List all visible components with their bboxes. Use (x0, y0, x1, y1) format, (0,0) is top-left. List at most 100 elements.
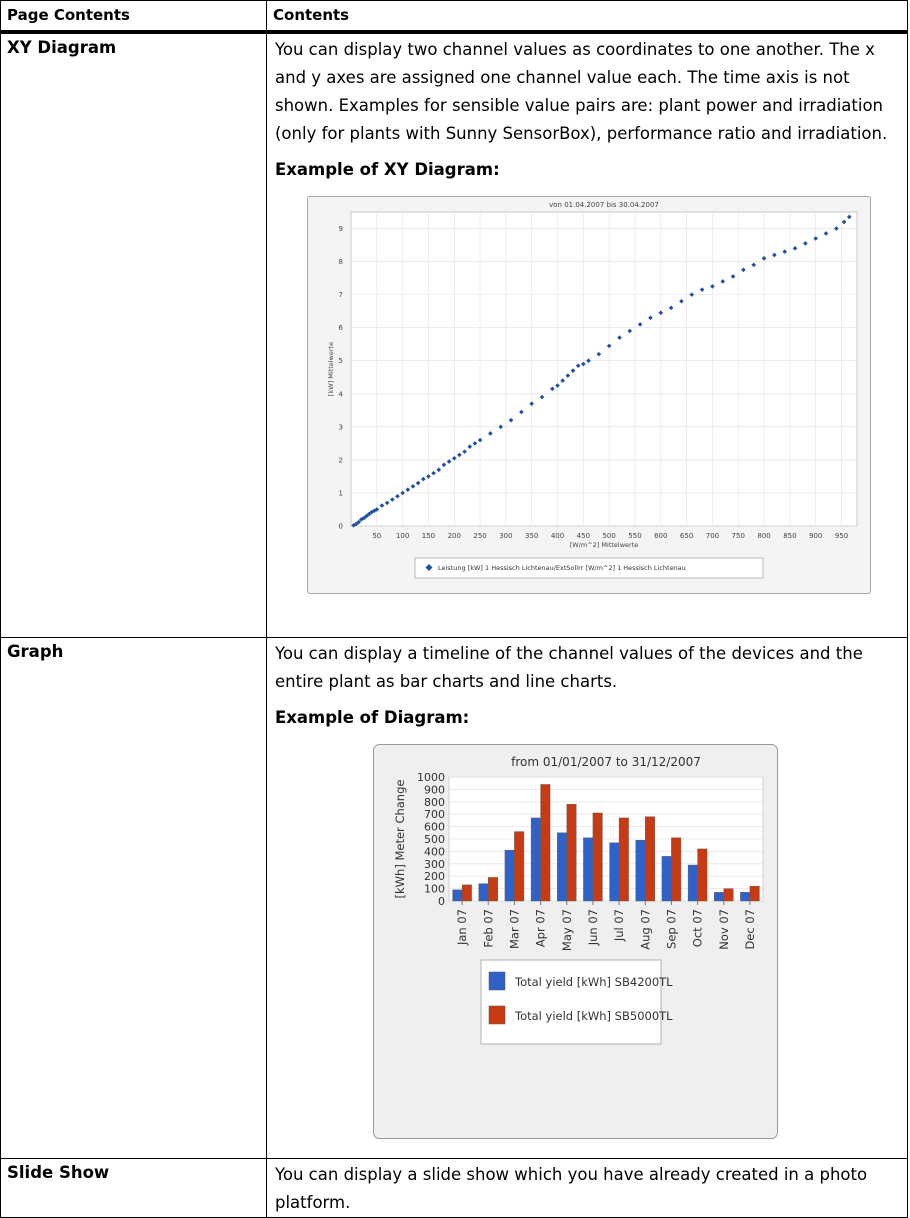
y-axis-label: [kW] Mittelwerte (327, 341, 335, 395)
data-point (586, 357, 591, 363)
bar (530, 817, 541, 902)
x-tick-label: Oct 07 (691, 909, 705, 947)
legend-box (480, 959, 662, 1045)
graph-description: You can display a timeline of the channe… (275, 644, 863, 691)
y-tick-label: 2 (339, 456, 343, 464)
x-tick-label: Apr 07 (534, 909, 548, 947)
y-tick-label: 0 (339, 522, 343, 530)
row-name-slide-show: Slide Show (0, 1158, 267, 1218)
y-tick-label: 700 (424, 808, 445, 821)
xy-diagram-example-title: Example of XY Diagram: (275, 159, 500, 179)
x-tick-label: 900 (809, 532, 822, 540)
data-point (668, 305, 674, 310)
y-tick-label: 0 (438, 895, 445, 908)
bar (635, 840, 646, 902)
data-point (488, 430, 493, 436)
data-point (560, 377, 565, 383)
data-point (436, 467, 442, 472)
y-tick-label: 3 (339, 423, 343, 431)
bar (557, 832, 567, 902)
legend-label: Total yield [kWh] SB5000TL (514, 1009, 673, 1023)
data-point (730, 273, 736, 279)
data-point (741, 267, 746, 272)
y-tick-label: 8 (339, 258, 343, 266)
data-point (519, 409, 524, 414)
y-tick-label: 5 (339, 357, 343, 365)
y-tick-label: 500 (424, 833, 445, 846)
y-tick-label: 7 (339, 291, 343, 299)
x-tick-label: 850 (783, 532, 796, 540)
bar (478, 883, 489, 902)
x-tick-label: Dec 07 (743, 909, 757, 950)
bar (661, 856, 672, 902)
bar (714, 892, 724, 902)
y-tick-label: 400 (424, 845, 445, 858)
bar (566, 804, 577, 902)
data-point (761, 255, 767, 261)
data-point (426, 473, 431, 479)
data-point (596, 351, 602, 356)
data-point (508, 417, 514, 423)
x-tick-label: Jul 07 (612, 909, 626, 942)
bar (592, 812, 603, 902)
data-point (431, 470, 436, 475)
data-point (581, 361, 586, 366)
slide-show-description: You can display a slide show which you h… (275, 1165, 868, 1212)
x-tick-label: 350 (525, 532, 538, 540)
bar (671, 837, 682, 902)
data-point (361, 515, 367, 520)
legend-swatch (488, 971, 506, 991)
data-point (472, 440, 478, 446)
data-point (390, 496, 395, 502)
bar (452, 889, 463, 902)
x-tick-label: Nov 07 (717, 909, 731, 950)
x-tick-label: 300 (499, 532, 512, 540)
data-point (529, 400, 535, 406)
y-tick-label: 9 (339, 225, 343, 233)
data-point (570, 367, 576, 373)
data-point (803, 240, 808, 246)
x-tick-label: 650 (680, 532, 693, 540)
x-tick-label: Feb 07 (481, 909, 495, 948)
y-axis-label: [kWh] Meter Change (393, 780, 407, 899)
data-point (813, 235, 818, 241)
data-point (575, 362, 581, 368)
bar (461, 884, 472, 902)
row-content-slide-show: You can display a slide show which you h… (266, 1158, 908, 1218)
bar (749, 885, 760, 902)
x-tick-label: 550 (628, 532, 641, 540)
y-tick-label: 1000 (417, 771, 445, 784)
data-point (451, 455, 457, 461)
bar (488, 877, 498, 902)
data-point (617, 334, 622, 340)
row-content-graph: You can display a timeline of the channe… (266, 637, 908, 1159)
bar (618, 817, 629, 902)
data-point (699, 286, 705, 292)
data-point (446, 458, 452, 464)
bar (740, 892, 751, 902)
bar (583, 837, 594, 902)
xy-diagram-description: You can display two channel values as co… (275, 39, 888, 143)
x-tick-label: 100 (396, 532, 409, 540)
x-tick-label: 950 (835, 532, 848, 540)
data-point (637, 321, 643, 327)
x-tick-label: Sep 07 (664, 909, 678, 949)
header-page-contents: Page Contents (0, 0, 267, 34)
bar (504, 849, 515, 902)
y-tick-label: 6 (339, 324, 344, 332)
y-tick-label: 1 (339, 489, 343, 497)
x-tick-label: 400 (551, 532, 564, 540)
x-tick-label: 200 (448, 532, 461, 540)
bar (609, 842, 620, 902)
bar (645, 816, 655, 902)
x-tick-label: 50 (372, 532, 381, 540)
legend-label: Total yield [kWh] SB4200TL (514, 975, 673, 989)
bar (514, 831, 525, 902)
row-content-xy-diagram: You can display two channel values as co… (266, 31, 908, 638)
data-point (400, 490, 405, 495)
data-point (539, 394, 545, 399)
x-tick-label: May 07 (560, 909, 574, 951)
chart-title: von 01.04.2007 bis 30.04.2007 (549, 201, 659, 209)
data-point (467, 443, 473, 449)
